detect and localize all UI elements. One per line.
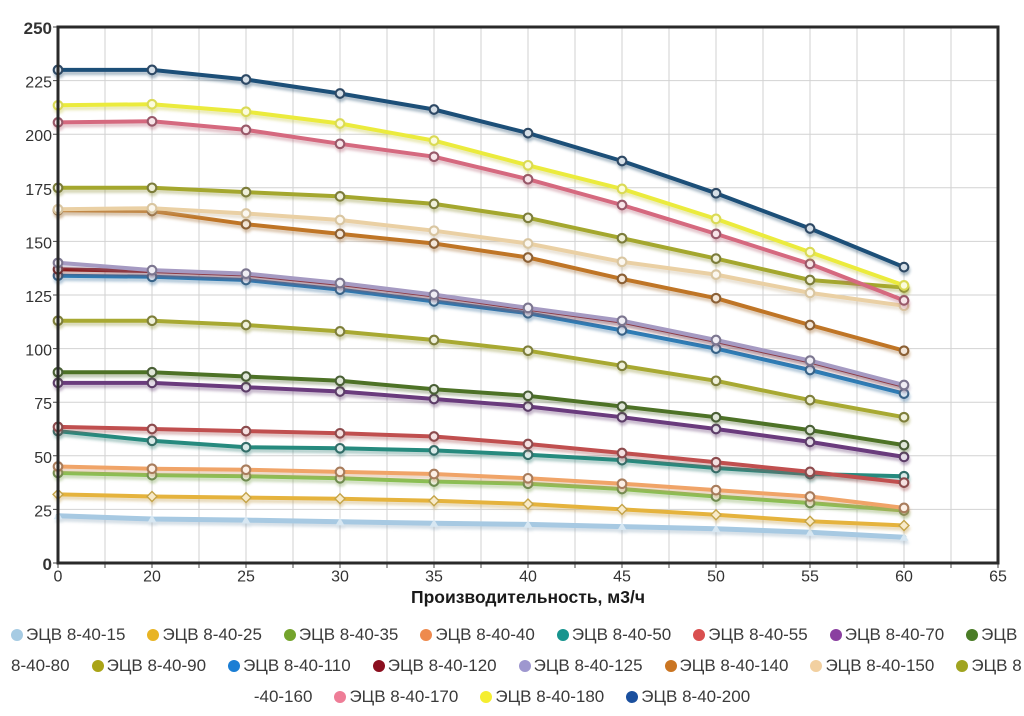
svg-text:Производительность, м3/ч: Производительность, м3/ч: [411, 587, 645, 607]
svg-text:20: 20: [143, 569, 161, 586]
svg-text:0: 0: [43, 555, 52, 574]
svg-text:225: 225: [25, 75, 52, 92]
svg-text:50: 50: [707, 569, 725, 586]
svg-text:25: 25: [237, 569, 255, 586]
svg-text:45: 45: [613, 569, 631, 586]
svg-text:40: 40: [519, 569, 537, 586]
svg-text:60: 60: [895, 569, 913, 586]
svg-text:0: 0: [54, 569, 63, 586]
svg-text:100: 100: [25, 343, 52, 360]
svg-text:150: 150: [25, 235, 52, 252]
svg-text:35: 35: [425, 569, 443, 586]
svg-text:25: 25: [34, 503, 52, 520]
svg-text:200: 200: [25, 128, 52, 145]
svg-text:65: 65: [989, 569, 1007, 586]
svg-text:75: 75: [34, 396, 52, 413]
svg-text:175: 175: [25, 182, 52, 199]
svg-text:250: 250: [24, 19, 52, 38]
svg-text:55: 55: [801, 569, 819, 586]
svg-text:50: 50: [34, 450, 52, 467]
svg-text:30: 30: [331, 569, 349, 586]
svg-text:125: 125: [25, 289, 52, 306]
